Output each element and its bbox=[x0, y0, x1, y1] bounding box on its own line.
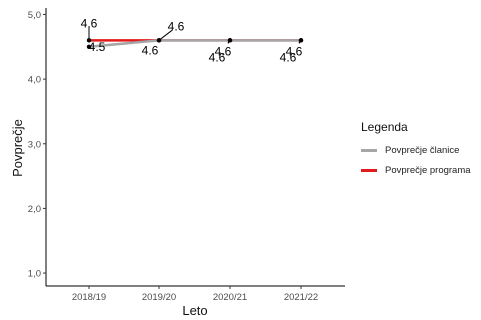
y-tick-label: 1,0 bbox=[28, 269, 41, 280]
axes: 1,0 2,0 3,0 4,0 5,0 2018/19 2019/20 2020/21 2021… bbox=[28, 8, 345, 303]
label-leader bbox=[227, 40, 231, 44]
x-tick-label: 2021/22 bbox=[284, 292, 318, 303]
x-tick-label: 2019/20 bbox=[142, 292, 176, 303]
y-tick-label: 2,0 bbox=[28, 204, 41, 215]
data-label: 4.6 bbox=[168, 19, 185, 33]
x-axis-label: Leto bbox=[182, 303, 207, 318]
legend: Legenda Povprečje članice Povprečje prog… bbox=[361, 120, 479, 180]
legend-item-clanica: Povprečje članice bbox=[361, 140, 479, 160]
data-label: 4.6 bbox=[280, 50, 297, 64]
legend-swatch-gray bbox=[361, 148, 377, 152]
legend-label: Povprečje članice bbox=[385, 144, 460, 156]
data-label: 4.6 bbox=[215, 44, 232, 58]
legend-title: Legenda bbox=[361, 120, 408, 134]
x-tick-label: 2020/21 bbox=[213, 292, 247, 303]
data-label: 4.6 bbox=[142, 43, 159, 57]
legend-label: Povprečje programa bbox=[385, 164, 471, 176]
y-axis-label: Povprečje bbox=[10, 119, 25, 177]
legend-swatch-red bbox=[361, 168, 377, 172]
series-lines bbox=[88, 39, 301, 49]
x-tick-label: 2018/19 bbox=[72, 292, 106, 303]
data-label: 4.6 bbox=[81, 16, 98, 30]
data-labels: 4.5 4.6 4.6 4.64.6 4.64.6 4.6 bbox=[81, 16, 303, 64]
label-leader bbox=[158, 29, 173, 41]
label-leader bbox=[298, 40, 302, 44]
y-tick-label: 3,0 bbox=[28, 139, 41, 150]
data-label: 4.6 bbox=[286, 44, 303, 58]
series-line-0 bbox=[88, 39, 301, 49]
data-label: 4.5 bbox=[89, 40, 106, 54]
y-tick-label: 5,0 bbox=[28, 10, 41, 21]
data-point bbox=[86, 44, 92, 49]
y-tick-label: 4,0 bbox=[28, 75, 41, 86]
data-label: 4.6 bbox=[209, 50, 226, 64]
legend-item-program: Povprečje programa bbox=[361, 160, 479, 180]
